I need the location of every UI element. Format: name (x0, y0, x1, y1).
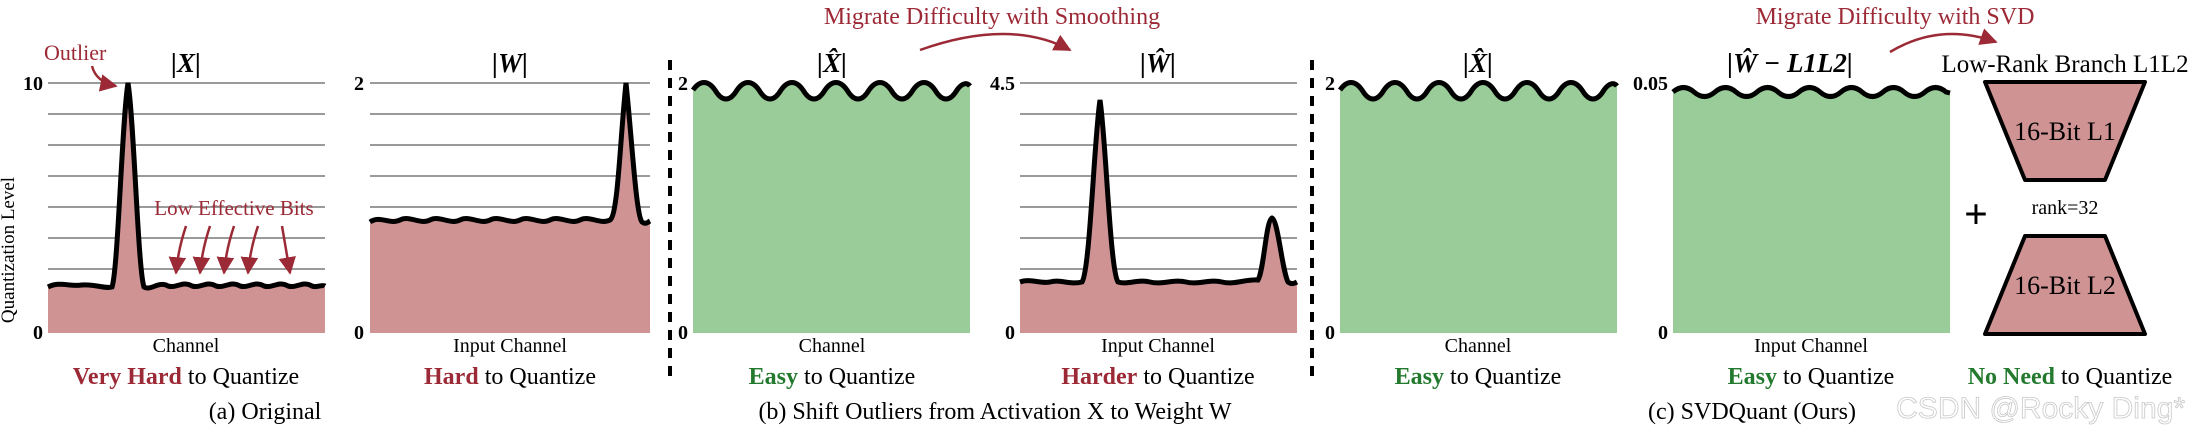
panel-c-migrate-label: Migrate Difficulty with SVD (1756, 4, 2035, 30)
plot-b-w-curve (1019, 99, 1299, 287)
lowrank-l2-block (1983, 234, 2147, 336)
plot-b-w-ytick-bottom: 0 (1005, 322, 1015, 344)
plot-b-x-title: |X̂| (817, 47, 847, 78)
plot-a-w-ytick-top: 2 (354, 73, 364, 95)
panel-b-migrate-arrow (919, 32, 1072, 52)
plot-b-x-area (693, 82, 970, 333)
panel-c-caption: (c) SVDQuant (Ours) (1648, 399, 1856, 425)
plot-c-w-xlabel: Input Channel (1754, 335, 1868, 357)
lowrank-plus: + (1964, 192, 1988, 238)
watermark: CSDN @Rocky Ding* (1896, 392, 2185, 425)
plot-b-w-xlabel: Input Channel (1101, 335, 1215, 357)
panel-b: Migrate Difficulty with Smoothing |X̂| 2… (678, 4, 1299, 425)
plot-a-w-xlabel: Input Channel (453, 335, 567, 357)
plot-a-x-curve (46, 82, 327, 291)
panel-c-migrate-arrow (1889, 28, 1998, 54)
plot-c-x-curve (1337, 80, 1619, 102)
plot-c-x-title: |X̂| (1463, 47, 1493, 78)
outlier-label: Outlier (44, 40, 107, 65)
plot-c-w-area (1673, 87, 1950, 333)
plot-c-x-xlabel: Channel (1445, 335, 1512, 357)
plot-a-x-ytick-top: 10 (23, 73, 43, 95)
plot-b-w: |Ŵ| 4.5 0 Input Channel Harder to Quanti… (990, 47, 1299, 390)
panel-a: |X| 10 0 Channel Very Hard to Quantize O… (23, 40, 652, 425)
outlier-arrow (90, 65, 118, 92)
plot-c-w-verdict: Easy to Quantize (1728, 364, 1895, 390)
low-bits-label: Low Effective Bits (154, 196, 313, 220)
plot-c-x: |X̂| 2 0 Channel Easy to Quantize (1325, 47, 1619, 390)
lowrank-title: Low-Rank Branch L1L2 (1941, 51, 2188, 78)
plot-b-w-ytick-top: 4.5 (990, 73, 1015, 95)
plot-b-x-ytick-top: 2 (678, 73, 688, 95)
plot-b-x-xlabel: Channel (799, 335, 866, 357)
panel-a-caption: (a) Original (209, 399, 322, 425)
plot-a-w-verdict: Hard to Quantize (424, 364, 596, 390)
plot-a-x: |X| 10 0 Channel Very Hard to Quantize (23, 48, 327, 390)
plot-b-w-title: |Ŵ| (1140, 47, 1176, 78)
lowrank-l2-label: 16-Bit L2 (2014, 271, 2116, 300)
panel-c: Migrate Difficulty with SVD |X̂| 2 0 Cha… (1325, 4, 2189, 425)
plot-a-x-ytick-bottom: 0 (33, 322, 43, 344)
panel-b-caption: (b) Shift Outliers from Activation X to … (758, 399, 1231, 425)
lowrank-l1-block (1983, 80, 2147, 182)
plot-b-w-area (1020, 100, 1297, 333)
plot-c-w-curve (1671, 85, 1951, 99)
plot-c-x-area (1340, 82, 1617, 333)
plot-c-w-ytick-top: 0.05 (1633, 73, 1668, 95)
lowrank-l1-label: 16-Bit L1 (2014, 117, 2116, 146)
plot-c-w-title: |Ŵ − L1L2| (1727, 47, 1853, 78)
plot-a-w-curve (368, 82, 652, 226)
plot-c-w: |Ŵ − L1L2| 0.05 0 Input Channel Easy to … (1633, 47, 1951, 390)
plot-b-x-curve (690, 80, 972, 102)
plot-b-x: |X̂| 2 0 Channel Easy to Quantize (678, 47, 972, 390)
lowrank-verdict: No Need to Quantize (1968, 364, 2173, 390)
plot-c-w-ytick-bottom: 0 (1658, 322, 1668, 344)
plot-a-x-xlabel: Channel (153, 335, 220, 357)
plot-a-w-area (370, 83, 650, 333)
panel-b-migrate-label: Migrate Difficulty with Smoothing (824, 4, 1160, 30)
plot-a-w-ytick-bottom: 0 (354, 322, 364, 344)
plot-a-x-gridlines (48, 82, 325, 301)
plot-a-x-title: |X| (171, 48, 201, 78)
y-axis-label: Quantization Level (0, 177, 19, 323)
plot-b-w-gridlines (1020, 82, 1297, 301)
plot-a-x-verdict: Very Hard to Quantize (73, 364, 299, 390)
plot-a-w: |W| 2 0 Input Channel Hard to Quantize (354, 48, 652, 390)
low-bits-arrows (168, 225, 296, 275)
plot-a-w-title: |W| (492, 48, 528, 78)
plot-c-x-verdict: Easy to Quantize (1395, 364, 1562, 390)
lowrank-branch: Low-Rank Branch L1L2 16-Bit L1 + rank=32… (1941, 51, 2188, 390)
lowrank-rank-label: rank=32 (2032, 197, 2099, 219)
plot-c-x-ytick-top: 2 (1325, 73, 1335, 95)
plot-c-x-ytick-bottom: 0 (1325, 322, 1335, 344)
plot-b-x-verdict: Easy to Quantize (749, 364, 916, 390)
plot-a-x-area (48, 83, 325, 333)
plot-b-x-ytick-bottom: 0 (678, 322, 688, 344)
plot-b-w-verdict: Harder to Quantize (1061, 364, 1254, 390)
